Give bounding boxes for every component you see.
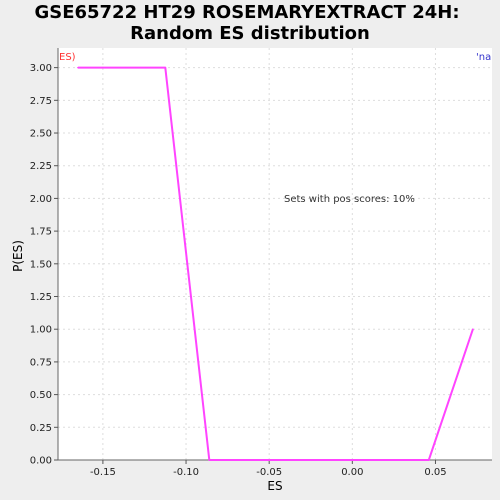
x-tick-label: -0.15: [90, 467, 116, 478]
chart-title-line2: Random ES distribution: [130, 23, 370, 44]
series-point: [472, 328, 474, 331]
y-tick-label: 0.25: [30, 423, 52, 434]
series-point: [208, 459, 211, 461]
legend-left-label: ES): [59, 52, 76, 63]
x-tick-label: 0.00: [341, 467, 363, 478]
y-tick-label: 0.50: [30, 390, 52, 401]
annotation: Sets with pos scores: 10%: [284, 194, 415, 205]
y-tick-label: 2.75: [30, 96, 52, 107]
series-layer: [77, 66, 474, 461]
y-tick-label: 1.00: [30, 325, 52, 336]
y-tick-label: 1.75: [30, 227, 52, 238]
x-tick-label: 0.05: [424, 467, 446, 478]
y-tick-label: 1.50: [30, 259, 52, 270]
chart-title-line1: GSE65722 HT29 ROSEMARYEXTRACT 24H:: [34, 2, 459, 23]
y-tick-label: 2.25: [30, 161, 52, 172]
x-tick-label: -0.10: [173, 467, 199, 478]
y-tick-label: 1.25: [30, 292, 52, 303]
x-ticks: -0.15 -0.10 -0.05 0.00 0.05: [90, 460, 447, 478]
x-tick-label: -0.05: [256, 467, 282, 478]
grid: [58, 48, 492, 461]
legend-right-label: 'na: [476, 52, 491, 63]
series-point: [77, 66, 79, 69]
x-axis-label: ES: [267, 479, 282, 493]
y-tick-label: 3.00: [30, 63, 52, 74]
y-tick-label: 2.00: [30, 194, 52, 205]
series-point: [164, 66, 167, 69]
y-tick-label: 0.00: [30, 456, 52, 467]
series-point: [428, 459, 430, 461]
y-tick-label: 2.50: [30, 129, 52, 140]
y-axis-label: P(ES): [11, 240, 25, 272]
y-tick-label: 0.75: [30, 357, 52, 368]
plot-area: [58, 48, 492, 460]
y-ticks: 0.00 0.25 0.50 0.75 1.00 1.25 1.50 1.75 2.00 2.25…: [30, 63, 58, 467]
